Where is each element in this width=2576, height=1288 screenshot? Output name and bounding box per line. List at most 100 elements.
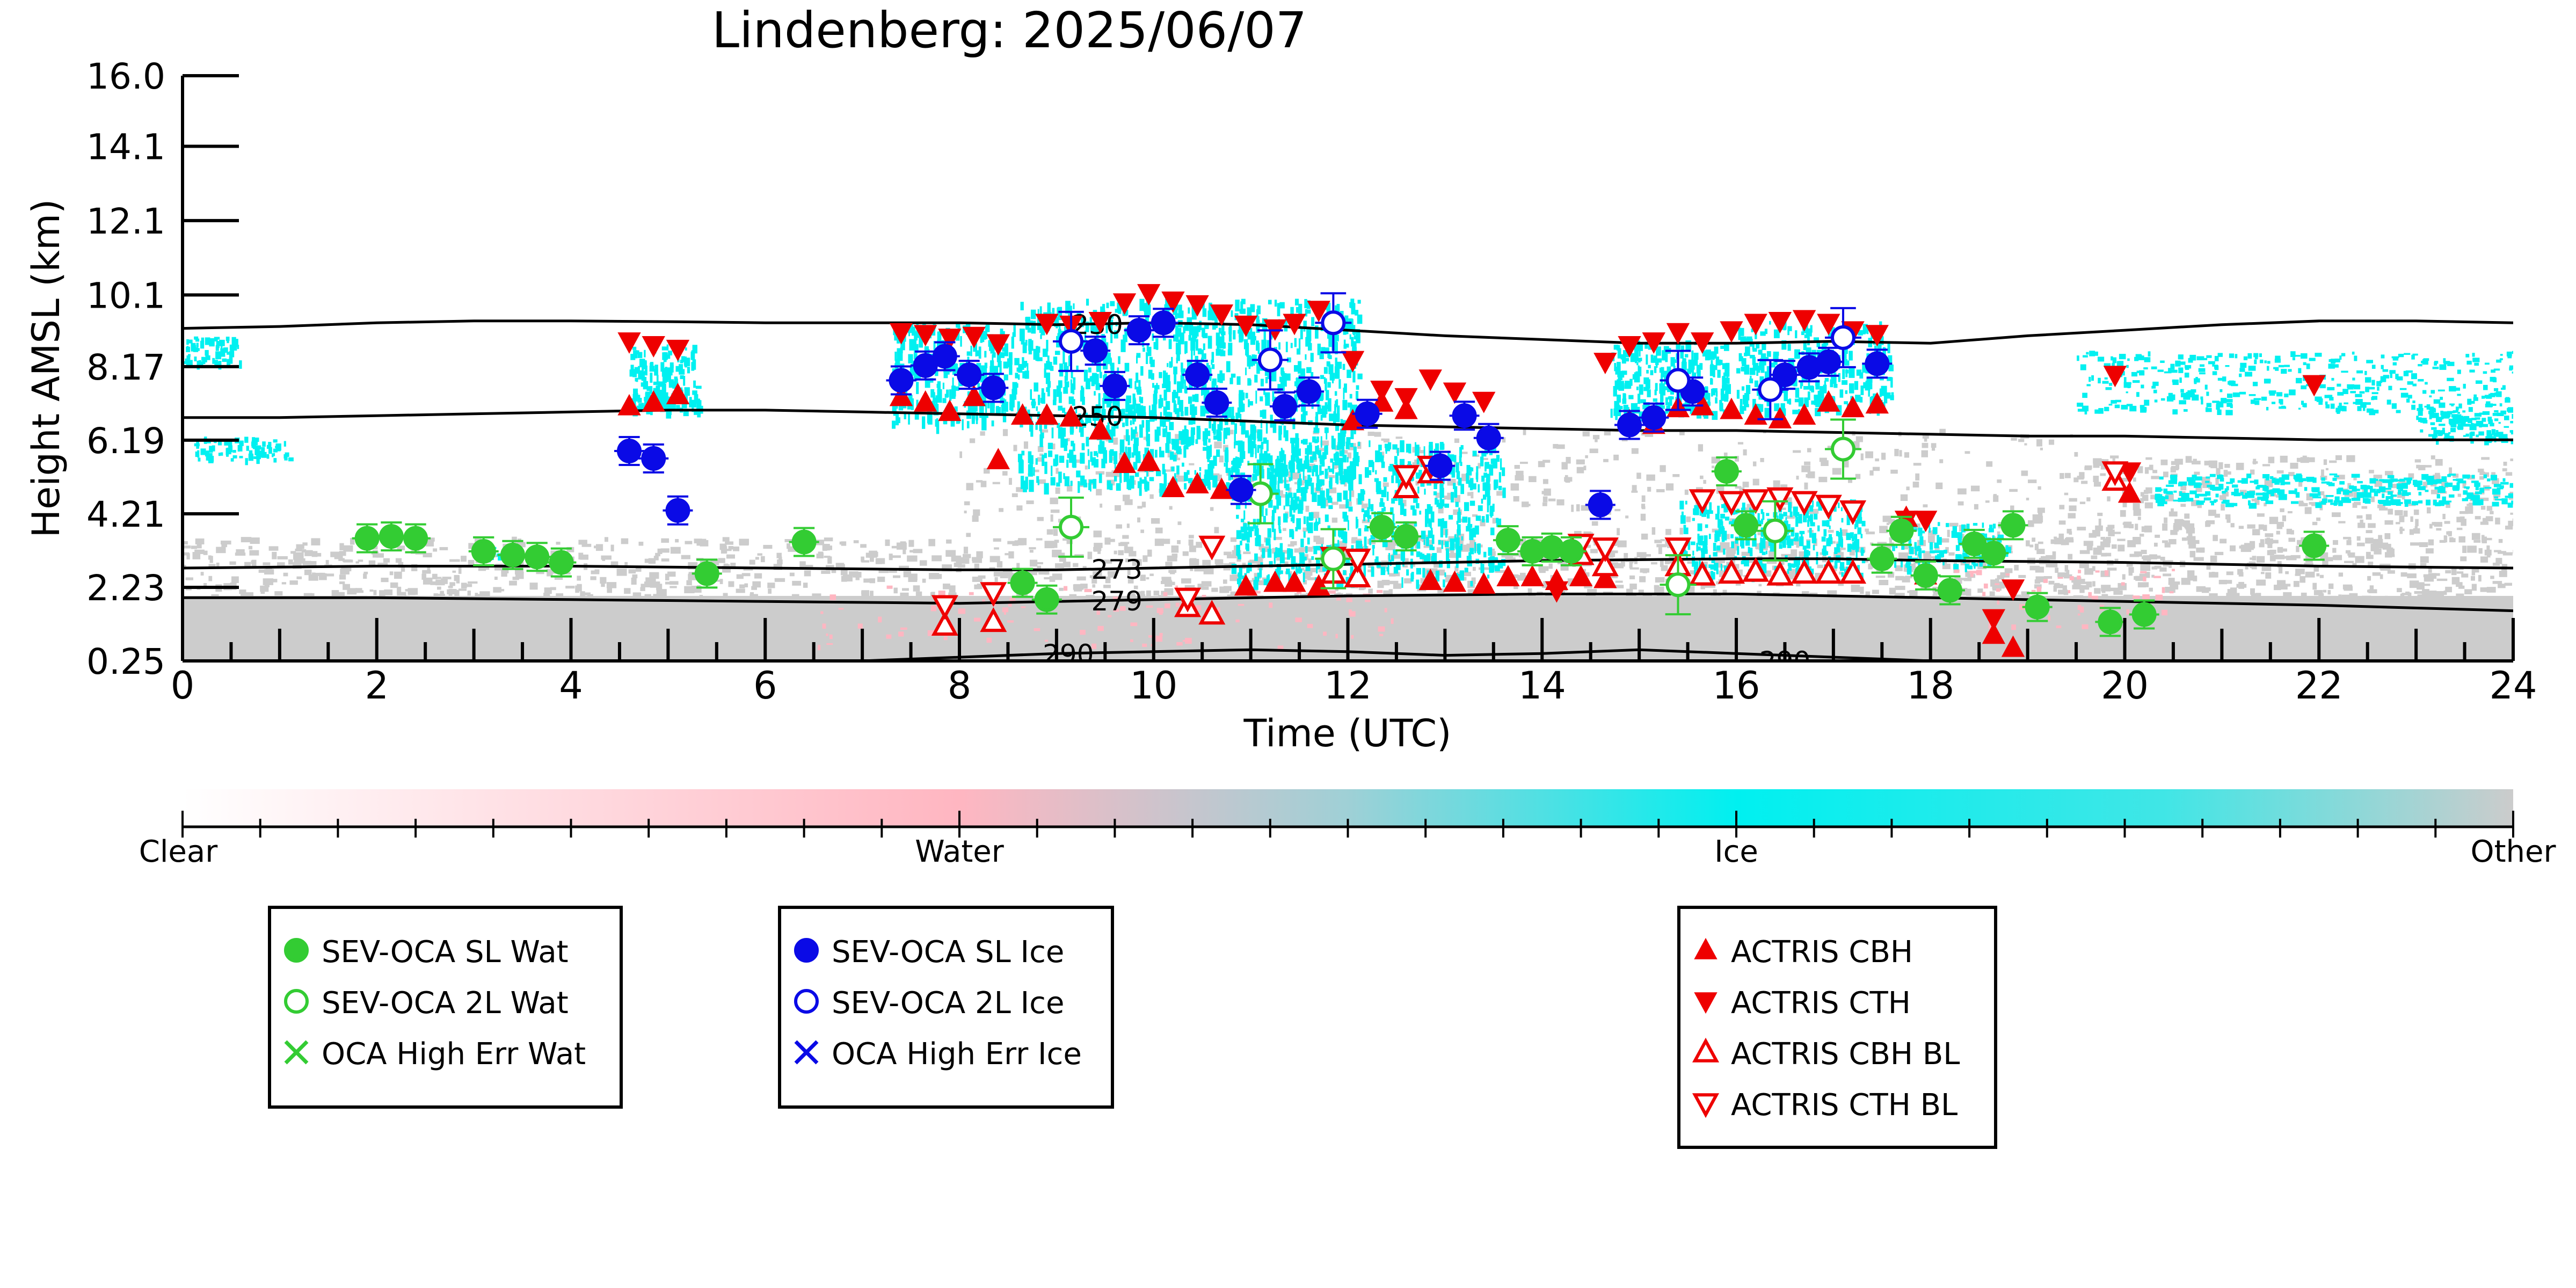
data-point-filled-triangle-down — [1666, 323, 1690, 345]
data-point-filled-triangle-down — [2302, 375, 2326, 397]
data-point-open-triangle-down — [1815, 494, 1842, 520]
data-point-filled-triangle-up — [1817, 390, 1840, 412]
data-point-open-triangle-down — [1392, 465, 1420, 490]
data-point-open-triangle-up — [980, 607, 1007, 632]
data-point-filled-triangle-down — [1185, 295, 1209, 317]
data-point-filled-triangle-up — [666, 383, 690, 404]
data-point-filled-circle — [1185, 362, 1210, 388]
legend-label: SEV-OCA SL Ice — [832, 935, 1064, 970]
legend-marker-x — [284, 1040, 309, 1065]
data-point-filled-circle — [1869, 546, 1895, 571]
data-point-filled-circle — [1355, 401, 1380, 426]
data-point-filled-circle — [1962, 532, 1987, 556]
x-tick-label: 10 — [1130, 664, 1177, 708]
data-point-filled-circle — [1476, 425, 1501, 450]
data-point-filled-triangle-down — [1472, 391, 1496, 413]
data-point-filled-triangle-down — [1341, 351, 1365, 373]
colorbar-label-clear: Clear — [139, 834, 218, 869]
data-point-filled-triangle-down — [1112, 293, 1137, 315]
data-point-filled-triangle-down — [1642, 332, 1665, 354]
data-point-filled-circle — [1272, 394, 1297, 419]
contour-line — [183, 319, 2513, 345]
data-point-filled-triangle-down — [1720, 321, 1743, 343]
data-point-filled-circle — [791, 529, 817, 555]
data-point-filled-triangle-up — [914, 390, 937, 412]
data-point-filled-circle — [1428, 453, 1453, 478]
data-point-filled-triangle-down — [1744, 314, 1767, 336]
y-tick-label: 8.17 — [86, 347, 165, 388]
data-point-filled-triangle-up — [1210, 477, 1234, 499]
x-tick-label: 20 — [2101, 664, 2149, 708]
y-tick-label: 10.1 — [86, 275, 165, 316]
data-point-filled-triangle-down — [1593, 353, 1617, 374]
data-point-open-triangle-up — [1718, 559, 1745, 584]
legend-marker-filled-triangle-up — [1694, 937, 1718, 959]
legend-marker-open-circle — [794, 989, 819, 1014]
data-point-filled-triangle-down — [1088, 312, 1112, 333]
data-point-filled-triangle-up — [1059, 405, 1083, 427]
data-point-filled-circle — [1126, 318, 1152, 343]
data-point-open-triangle-up — [1344, 563, 1371, 588]
data-point-open-triangle-up — [1689, 561, 1716, 586]
legend-marker-open-triangle-down — [1692, 1093, 1720, 1118]
data-point-filled-circle — [1913, 563, 1938, 588]
legend-label: OCA High Err Ice — [832, 1037, 1082, 1072]
data-point-open-triangle-down — [1591, 537, 1619, 563]
y-tick-label: 2.23 — [86, 567, 165, 609]
data-point-filled-triangle-down — [1545, 581, 1569, 603]
data-point-filled-circle — [1588, 492, 1613, 518]
data-point-filled-triangle-down — [1792, 310, 1816, 332]
data-point-open-circle — [1830, 325, 1855, 350]
data-point-filled-triangle-up — [1263, 570, 1287, 592]
data-point-open-triangle-up — [1766, 561, 1794, 586]
data-point-filled-triangle-up — [1744, 403, 1767, 425]
data-point-open-triangle-up — [1791, 559, 1818, 584]
data-point-open-circle — [1257, 347, 1283, 373]
data-point-open-triangle-down — [1839, 500, 1867, 525]
data-point-filled-circle — [525, 544, 550, 570]
data-point-filled-circle — [694, 561, 719, 586]
legend-label: SEV-OCA SL Wat — [322, 935, 569, 970]
data-point-filled-triangle-down — [1234, 315, 1258, 337]
data-point-filled-circle — [1981, 541, 2006, 566]
data-point-filled-circle — [913, 353, 938, 378]
data-point-filled-triangle-down — [1394, 388, 1418, 410]
data-point-filled-triangle-down — [1817, 314, 1840, 336]
data-point-filled-circle — [354, 526, 380, 551]
data-point-filled-triangle-down — [1418, 369, 1442, 391]
data-point-open-circle — [1763, 518, 1788, 543]
data-point-filled-triangle-down — [1307, 301, 1330, 323]
x-tick-label: 4 — [559, 664, 583, 708]
legend-marker-filled-circle — [794, 938, 819, 963]
data-point-filled-circle — [2098, 609, 2123, 635]
legend-ice: SEV-OCA SL Ice SEV-OCA 2L Ice OCA High Err… — [778, 906, 1114, 1109]
data-point-filled-triangle-down — [889, 323, 913, 345]
data-point-filled-triangle-down — [1210, 304, 1234, 326]
data-point-filled-triangle-up — [1569, 565, 1593, 587]
data-point-filled-triangle-down — [1865, 325, 1889, 347]
y-tick-label: 16.0 — [86, 56, 165, 97]
contour-label: 279 — [1091, 586, 1143, 617]
data-point-filled-circle — [1539, 535, 1564, 560]
data-point-filled-triangle-down — [617, 332, 641, 354]
data-point-open-circle — [1758, 377, 1783, 402]
y-tick-label: 6.19 — [86, 420, 165, 462]
data-point-open-triangle-up — [1742, 557, 1770, 582]
data-point-filled-triangle-up — [1307, 574, 1330, 596]
data-point-filled-circle — [1102, 373, 1127, 398]
data-point-filled-triangle-up — [1035, 403, 1059, 425]
data-point-open-circle — [1830, 436, 1855, 462]
colorbar-label-ice: Ice — [1714, 834, 1758, 869]
data-point-filled-circle — [1520, 539, 1545, 564]
data-point-filled-circle — [379, 524, 404, 549]
data-point-filled-circle — [1889, 518, 1914, 543]
data-point-filled-triangle-up — [1161, 476, 1185, 497]
y-tick-label: 0.25 — [86, 641, 165, 682]
data-point-filled-circle — [981, 375, 1006, 401]
data-point-filled-triangle-down — [1137, 284, 1161, 305]
contour-label: 273 — [1091, 554, 1143, 585]
data-point-filled-triangle-up — [1792, 403, 1816, 425]
data-point-filled-triangle-up — [889, 384, 913, 406]
data-point-filled-circle — [2131, 602, 2157, 627]
legend-label: OCA High Err Wat — [322, 1037, 586, 1072]
